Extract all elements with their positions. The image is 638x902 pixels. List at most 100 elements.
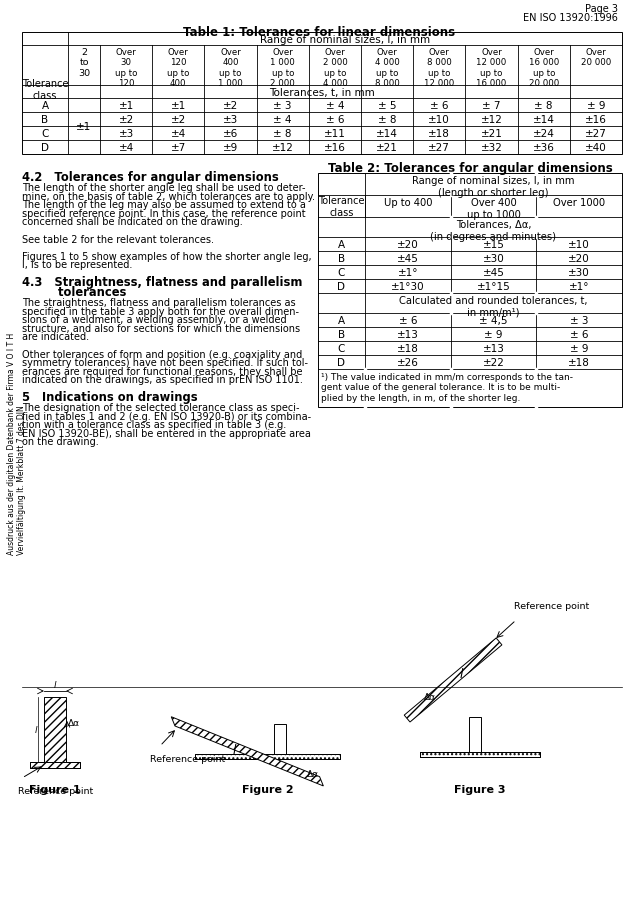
Text: ±16: ±16 — [585, 115, 607, 124]
Text: ±45: ±45 — [397, 253, 419, 263]
Text: specified reference point. In this case, the reference point: specified reference point. In this case,… — [22, 208, 306, 218]
Text: 5   Indications on drawings: 5 Indications on drawings — [22, 391, 198, 403]
Text: Δα: Δα — [424, 693, 436, 702]
Text: Figures 1 to 5 show examples of how the shorter angle leg,: Figures 1 to 5 show examples of how the … — [22, 252, 311, 262]
Text: ± 3: ± 3 — [274, 101, 292, 111]
Text: ±20: ±20 — [568, 253, 590, 263]
Text: Other tolerances of form and position (e.g. coaxiality and: Other tolerances of form and position (e… — [22, 349, 302, 359]
Text: ±18: ±18 — [397, 344, 419, 354]
Text: ±18: ±18 — [428, 129, 450, 139]
Text: Over
12 000
up to
16 000: Over 12 000 up to 16 000 — [477, 48, 507, 88]
Bar — [195, 754, 340, 759]
Text: Up to 400: Up to 400 — [383, 198, 432, 207]
Text: Range of nominal sizes, l, in mm
(length or shorter leg): Range of nominal sizes, l, in mm (length… — [412, 176, 575, 198]
Text: ±1°30: ±1°30 — [391, 281, 425, 291]
Text: ± 6: ± 6 — [325, 115, 344, 124]
Text: ± 8: ± 8 — [378, 115, 396, 124]
Text: ± 4,5: ± 4,5 — [479, 316, 508, 326]
Text: ±36: ±36 — [533, 143, 554, 152]
Text: ±2: ±2 — [171, 115, 186, 124]
Text: ±32: ±32 — [480, 143, 503, 152]
Text: 4.2   Tolerances for angular dimensions: 4.2 Tolerances for angular dimensions — [22, 170, 279, 184]
Text: ±20: ±20 — [397, 240, 419, 250]
Text: Over
20 000: Over 20 000 — [581, 48, 611, 68]
Text: ±18: ±18 — [568, 357, 590, 368]
Text: Over
4 000
up to
8 000: Over 4 000 up to 8 000 — [375, 48, 399, 88]
Bar — [318, 174, 622, 408]
Bar — [195, 754, 340, 759]
Text: ±1: ±1 — [171, 101, 186, 111]
Text: ± 3: ± 3 — [570, 316, 588, 326]
Text: Over
400
up to
1 000: Over 400 up to 1 000 — [218, 48, 243, 88]
Text: ± 7: ± 7 — [482, 101, 501, 111]
Text: sions of a weldment, a welding assembly, or a welded: sions of a weldment, a welding assembly,… — [22, 315, 286, 325]
Text: Over
120
up to
400: Over 120 up to 400 — [167, 48, 189, 88]
Text: ± 4: ± 4 — [325, 101, 344, 111]
Text: ±14: ±14 — [533, 115, 554, 124]
Text: Table 1: Tolerances for linear dimensions: Table 1: Tolerances for linear dimension… — [183, 26, 455, 39]
Text: ±16: ±16 — [324, 143, 346, 152]
Bar — [22, 33, 622, 155]
Text: fied in tables 1 and 2 (e.g. EN ISO 13920-B) or its combina-: fied in tables 1 and 2 (e.g. EN ISO 1392… — [22, 411, 311, 421]
Text: indicated on the drawings, as specified in prEN ISO 1101.: indicated on the drawings, as specified … — [22, 375, 303, 385]
Polygon shape — [171, 717, 323, 786]
Text: specified in the table 3 apply both for the overall dimen-: specified in the table 3 apply both for … — [22, 307, 299, 317]
Text: ±13: ±13 — [397, 329, 419, 340]
Text: Over
30
up to
120: Over 30 up to 120 — [115, 48, 137, 88]
Text: Over
2 000
up to
4 000: Over 2 000 up to 4 000 — [323, 48, 347, 88]
Text: ±3: ±3 — [119, 129, 134, 139]
Text: ±24: ±24 — [533, 129, 554, 139]
Text: D: D — [338, 281, 346, 291]
Text: Over 1000: Over 1000 — [553, 198, 605, 207]
Text: C: C — [338, 268, 345, 278]
Text: l: l — [34, 725, 37, 734]
Text: ±7: ±7 — [171, 143, 186, 152]
Text: ± 6: ± 6 — [430, 101, 449, 111]
Text: ±2: ±2 — [119, 115, 134, 124]
Text: ¹) The value indicated in mm/m corresponds to the tan-
gent value of the general: ¹) The value indicated in mm/m correspon… — [321, 373, 573, 402]
Text: The length of the shorter angle leg shall be used to deter-: The length of the shorter angle leg shal… — [22, 183, 306, 193]
Text: ±13: ±13 — [482, 344, 505, 354]
Bar — [274, 724, 286, 754]
Text: l: l — [459, 667, 463, 680]
Text: concerned shall be indicated on the drawing.: concerned shall be indicated on the draw… — [22, 217, 242, 227]
Text: ±3: ±3 — [223, 115, 238, 124]
Bar — [469, 717, 481, 752]
Text: Tolerance
class: Tolerance class — [22, 79, 68, 101]
Text: ± 8: ± 8 — [535, 101, 553, 111]
Text: C: C — [41, 129, 48, 139]
Text: B: B — [338, 253, 345, 263]
Text: Over
16 000
up to
20 000: Over 16 000 up to 20 000 — [528, 48, 559, 88]
Text: The designation of the selected tolerance class as speci-: The designation of the selected toleranc… — [22, 402, 299, 412]
Text: ±30: ±30 — [568, 268, 590, 278]
Text: D: D — [338, 357, 346, 368]
Text: B: B — [338, 329, 345, 340]
Text: A: A — [338, 240, 345, 250]
Text: B: B — [41, 115, 48, 124]
Text: ±6: ±6 — [223, 129, 238, 139]
Text: ± 9: ± 9 — [587, 101, 605, 111]
Text: Ausdruck aus der digitalen Datenbank der Firma V O I T H
Vervielfältigung lt. Me: Ausdruck aus der digitalen Datenbank der… — [7, 333, 26, 555]
Text: ±40: ±40 — [585, 143, 607, 152]
Text: 4.3   Straightness, flatness and parallelism: 4.3 Straightness, flatness and paralleli… — [22, 276, 302, 289]
Text: EN ISO 13920-BE), shall be entered in the appropriate area: EN ISO 13920-BE), shall be entered in th… — [22, 428, 311, 438]
Text: Figure 2: Figure 2 — [242, 784, 293, 794]
Text: ±1°15: ±1°15 — [477, 281, 510, 291]
Text: ± 6: ± 6 — [399, 316, 417, 326]
Text: D: D — [41, 143, 49, 152]
Text: ±11: ±11 — [324, 129, 346, 139]
Text: Figure 1: Figure 1 — [29, 784, 81, 794]
Text: structure, and also for sections for which the dimensions: structure, and also for sections for whi… — [22, 324, 300, 334]
Text: ±2: ±2 — [223, 101, 238, 111]
Text: A: A — [41, 101, 48, 111]
Text: erances are required for functional reasons, they shall be: erances are required for functional reas… — [22, 366, 302, 376]
Text: ±26: ±26 — [397, 357, 419, 368]
Text: are indicated.: are indicated. — [22, 332, 89, 342]
Text: Tolerances, Δα,
(in degrees and minutes): Tolerances, Δα, (in degrees and minutes) — [431, 220, 556, 242]
Text: tolerances: tolerances — [22, 286, 126, 299]
Text: Figure 3: Figure 3 — [454, 784, 506, 794]
Polygon shape — [404, 639, 502, 723]
Text: tion with a tolerance class as specified in table 3 (e.g.: tion with a tolerance class as specified… — [22, 419, 286, 429]
Text: 2
to
30: 2 to 30 — [78, 48, 90, 78]
Text: ± 5: ± 5 — [378, 101, 396, 111]
